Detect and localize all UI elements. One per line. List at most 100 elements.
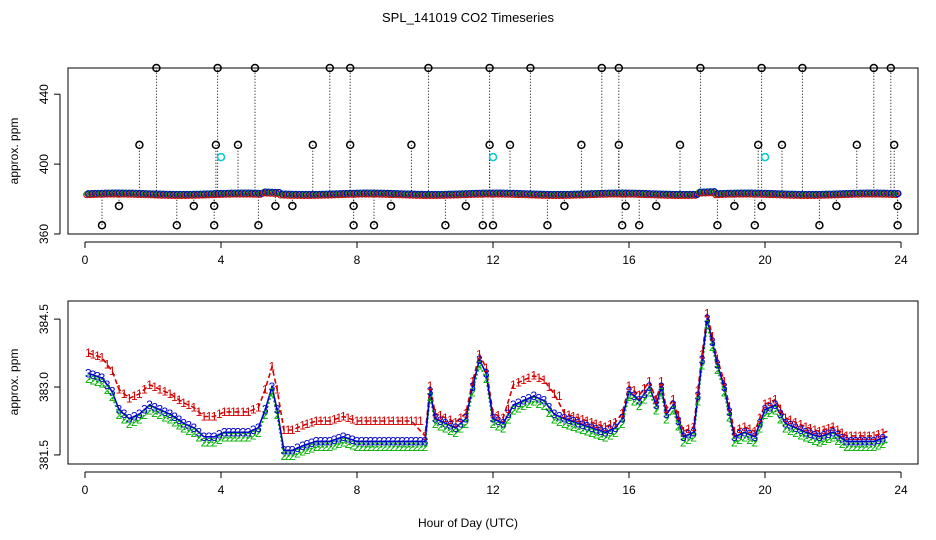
series-3-symbol: 3 (413, 434, 420, 448)
series-1-symbol: 1 (201, 409, 208, 423)
series-3-symbol: 3 (221, 425, 228, 439)
series-2-symbol: 2 (308, 441, 315, 455)
series-1-symbol: 1 (777, 402, 784, 416)
series-3-symbol: 3 (495, 414, 502, 428)
series-1-symbol: 1 (476, 347, 483, 361)
series-1-symbol: 1 (646, 375, 653, 389)
series-1-symbol: 1 (641, 381, 648, 395)
series-2-symbol: 2 (408, 440, 415, 454)
chart-title: SPL_141019 CO2 Timeseries (382, 10, 554, 25)
series-2-symbol: 2 (422, 440, 429, 454)
series-3-symbol: 3 (505, 407, 512, 421)
series-3-symbol: 3 (830, 425, 837, 439)
series-2-symbol: 2 (816, 435, 823, 449)
series-3-symbol: 3 (185, 419, 192, 433)
series-2-line (88, 324, 888, 457)
series-2-symbol: 2 (404, 440, 411, 454)
series-3-symbol: 3 (447, 419, 454, 433)
x-tick-label: 20 (758, 253, 772, 267)
series-3-symbol: 3 (626, 385, 633, 399)
series-1-symbol: 1 (575, 411, 582, 425)
series-3-symbol: 3 (588, 421, 595, 435)
outlier-point (172, 221, 182, 230)
y-tick-label: 440 (37, 84, 51, 104)
series-3-symbol: 3 (731, 430, 738, 444)
series-1-symbol: 1 (167, 387, 174, 401)
series-3-symbol: 3 (579, 418, 586, 432)
series-2-symbol: 2 (399, 440, 406, 454)
series-2-symbol: 2 (354, 440, 361, 454)
series-1-symbol: 1 (126, 391, 133, 405)
series-3-symbol: 3 (880, 431, 887, 445)
series-2-symbol: 2 (663, 413, 670, 427)
series-3-symbol: 3 (180, 416, 187, 430)
series-1-symbol: 1 (372, 414, 379, 428)
outlier-point (798, 63, 807, 73)
outlier-point (189, 201, 199, 211)
series-2-symbol: 2 (151, 406, 158, 420)
outlier-point (233, 140, 243, 150)
y-tick-label: 384.5 (37, 304, 51, 334)
series-2-symbol: 2 (476, 358, 483, 372)
series-2-symbol: 2 (250, 428, 257, 442)
outlier-point (869, 63, 879, 73)
series-1-symbol: 1 (721, 375, 728, 389)
series-3-symbol: 3 (631, 389, 638, 403)
series-1-symbol: 1 (626, 379, 633, 393)
series-1-symbol: 1 (94, 349, 101, 363)
series-1-symbol: 1 (866, 429, 873, 443)
series-1-symbol: 1 (85, 346, 92, 360)
series-1-symbol: 1 (566, 408, 573, 422)
series-3-symbol: 3 (787, 419, 794, 433)
series-2-symbol: 2 (281, 449, 288, 463)
series-1-symbol: 1 (570, 409, 577, 423)
series-2-symbol: 2 (235, 431, 242, 445)
series-1-symbol: 1 (390, 414, 397, 428)
series-2-symbol: 2 (636, 399, 643, 413)
series-2-symbol: 2 (294, 447, 301, 461)
series-2-symbol: 2 (767, 406, 774, 420)
series-1-symbol: 1 (304, 417, 311, 431)
series-2-symbol: 2 (588, 426, 595, 440)
outlier-point (271, 201, 280, 211)
series-3-symbol: 3 (675, 414, 682, 428)
series-1-symbol: 1 (269, 360, 276, 374)
top-baseline-series (83, 188, 902, 200)
series-2-symbol: 2 (156, 408, 163, 422)
baseline-point (894, 190, 902, 198)
series-1-symbol: 1 (612, 415, 619, 429)
series-1-symbol: 1 (807, 421, 814, 435)
outlier-point (478, 221, 488, 230)
series-3-symbol: 3 (556, 409, 563, 423)
series-2-symbol: 2 (457, 422, 464, 436)
series-1-symbol: 1 (812, 423, 819, 437)
series-2-symbol: 2 (432, 417, 439, 431)
outlier-point (345, 63, 355, 73)
series-3-symbol: 3 (852, 434, 859, 448)
series-3-symbol: 3 (536, 391, 543, 405)
series-3-symbol: 3 (857, 434, 864, 448)
outlier-point (614, 140, 624, 150)
series-1-line (88, 313, 888, 438)
series-1-symbol: 1 (196, 405, 203, 419)
x-tick-label: 12 (486, 483, 500, 497)
outlier-point (730, 201, 739, 211)
series-2-symbol: 2 (556, 415, 563, 429)
series-2-symbol: 2 (146, 404, 153, 418)
outlier-point (488, 221, 498, 230)
y-tick-label: 381.5 (37, 440, 51, 470)
series-3-symbol: 3 (848, 434, 855, 448)
series-1-symbol: 1 (427, 379, 434, 393)
series-1-symbol: 1 (704, 307, 711, 321)
series-1-symbol: 1 (452, 415, 459, 429)
series-2-symbol: 2 (561, 417, 568, 431)
series-2-symbol: 2 (505, 413, 512, 427)
series-2-symbol: 2 (751, 435, 758, 449)
series-2-symbol: 2 (787, 424, 794, 438)
x-tick-label: 0 (82, 253, 89, 267)
series-2-symbol: 2 (746, 433, 753, 447)
series-3-symbol: 3 (109, 385, 116, 399)
series-1-symbol: 1 (162, 385, 169, 399)
series-2-symbol: 2 (685, 433, 692, 447)
series-3-symbol: 3 (870, 434, 877, 448)
